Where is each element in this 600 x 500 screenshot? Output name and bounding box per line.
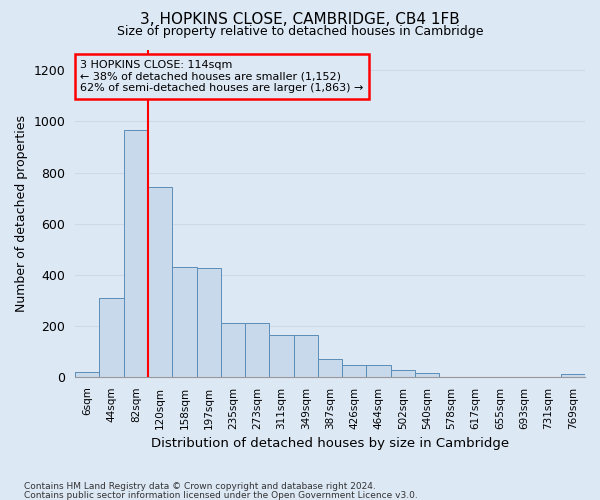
Text: 3 HOPKINS CLOSE: 114sqm
← 38% of detached houses are smaller (1,152)
62% of semi: 3 HOPKINS CLOSE: 114sqm ← 38% of detache…	[80, 60, 364, 93]
X-axis label: Distribution of detached houses by size in Cambridge: Distribution of detached houses by size …	[151, 437, 509, 450]
Bar	[293, 334, 318, 377]
Bar	[318, 359, 342, 377]
Text: Contains HM Land Registry data © Crown copyright and database right 2024.: Contains HM Land Registry data © Crown c…	[24, 482, 376, 491]
Bar	[124, 130, 148, 377]
Bar	[245, 323, 269, 377]
Y-axis label: Number of detached properties: Number of detached properties	[15, 115, 28, 312]
Bar	[415, 373, 439, 377]
Bar	[75, 372, 100, 377]
Bar	[269, 334, 293, 377]
Bar	[100, 298, 124, 377]
Bar	[221, 323, 245, 377]
Bar	[391, 370, 415, 377]
Bar	[561, 374, 585, 377]
Text: Size of property relative to detached houses in Cambridge: Size of property relative to detached ho…	[117, 25, 483, 38]
Bar	[148, 186, 172, 377]
Bar	[342, 366, 367, 377]
Bar	[197, 268, 221, 377]
Bar	[172, 267, 197, 377]
Text: Contains public sector information licensed under the Open Government Licence v3: Contains public sector information licen…	[24, 490, 418, 500]
Text: 3, HOPKINS CLOSE, CAMBRIDGE, CB4 1FB: 3, HOPKINS CLOSE, CAMBRIDGE, CB4 1FB	[140, 12, 460, 28]
Bar	[367, 366, 391, 377]
